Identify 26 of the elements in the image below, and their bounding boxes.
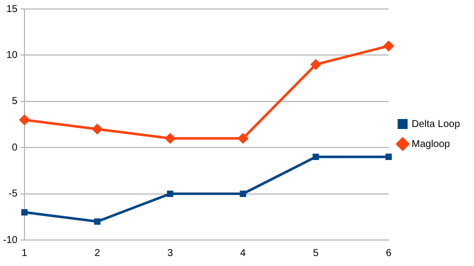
x-tick-label: 1: [22, 248, 28, 259]
point: [166, 190, 174, 197]
y-tick-label: 0: [12, 142, 18, 154]
legend-label: Magloop: [412, 138, 450, 150]
x-tick-label: 4: [240, 248, 246, 259]
y-tick-label: 10: [6, 50, 18, 61]
x-tick-label: 5: [313, 248, 320, 259]
point: [383, 40, 394, 52]
y-tick-label: -5: [8, 188, 18, 200]
point: [237, 132, 248, 144]
point: [240, 190, 246, 197]
point: [92, 124, 103, 135]
point: [310, 58, 322, 70]
y-tick-label: 5: [12, 96, 18, 108]
point: [385, 154, 392, 160]
point: [21, 209, 28, 216]
x-tick-label: 2: [94, 248, 101, 259]
x-tick-label: 3: [167, 248, 174, 259]
point: [164, 132, 176, 144]
point: [312, 154, 319, 160]
legend-label: Delta Loop: [412, 118, 460, 130]
y-tick-label: -10: [3, 234, 18, 246]
point: [94, 218, 100, 225]
x-tick-label: 6: [386, 248, 392, 259]
point: [18, 114, 30, 126]
y-tick-label: 15: [6, 4, 18, 15]
